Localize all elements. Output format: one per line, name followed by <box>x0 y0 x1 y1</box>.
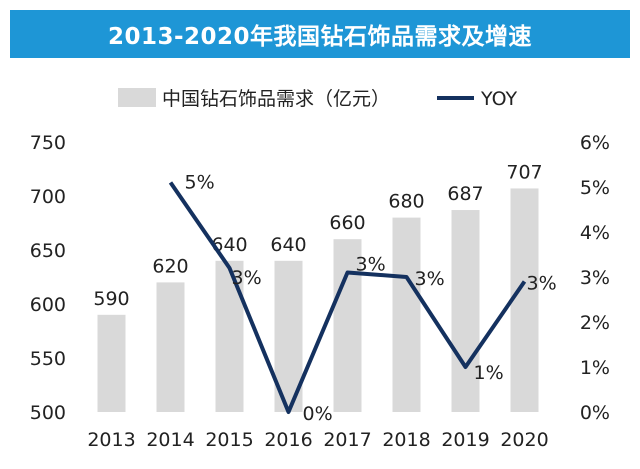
line-data-label: 1% <box>474 362 504 384</box>
bar <box>333 239 362 412</box>
x-axis-tick-label: 2017 <box>323 429 371 451</box>
title-bar: 2013-2020年我国钻石饰品需求及增速 <box>10 10 630 58</box>
left-axis-tick-label: 550 <box>30 348 66 370</box>
x-axis-tick-label: 2016 <box>264 429 312 451</box>
bar-data-label: 620 <box>152 255 188 277</box>
x-axis-tick-label: 2019 <box>441 429 489 451</box>
left-axis-tick-label: 700 <box>30 186 66 208</box>
legend-bar-swatch <box>118 88 156 107</box>
yoy-line <box>168 181 527 414</box>
left-axis-tick-label: 650 <box>30 240 66 262</box>
left-axis-tick-label: 750 <box>30 132 66 154</box>
x-axis-tick-label: 2015 <box>205 429 253 451</box>
chart-title: 2013-2020年我国钻石饰品需求及增速 <box>107 24 533 50</box>
right-axis-tick-label: 6% <box>580 132 610 154</box>
right-axis-tick-label: 1% <box>580 357 610 379</box>
legend-line-label: YOY <box>480 88 517 110</box>
right-axis-tick-label: 3% <box>580 267 610 289</box>
legend-bar-label: 中国钻石饰品需求（亿元） <box>162 88 390 110</box>
bar <box>510 188 539 412</box>
bar-data-label: 590 <box>93 288 129 310</box>
right-axis-tick-label: 0% <box>580 402 610 424</box>
bar-data-label: 640 <box>211 234 247 256</box>
x-axis-tick-label: 2020 <box>500 429 548 451</box>
line-data-label: 0% <box>303 403 333 425</box>
bar <box>451 210 480 412</box>
line-data-label: 3% <box>527 273 557 295</box>
right-axis-tick-label: 2% <box>580 312 610 334</box>
left-axis-tick-label: 600 <box>30 294 66 316</box>
x-axis-tick-label: 2013 <box>87 429 135 451</box>
line-data-label: 3% <box>356 254 386 276</box>
bar <box>97 314 126 412</box>
bar-data-label: 640 <box>270 234 306 256</box>
x-axis-tick-label: 2014 <box>146 429 194 451</box>
bar-data-label: 707 <box>506 161 542 183</box>
bar <box>156 282 185 412</box>
right-axis-tick-label: 4% <box>580 222 610 244</box>
bar-data-label: 680 <box>388 191 424 213</box>
bar <box>392 217 421 412</box>
right-axis-tick-label: 5% <box>580 177 610 199</box>
line-data-label: 5% <box>185 172 215 194</box>
x-axis-tick-label: 2018 <box>382 429 430 451</box>
bar-data-label: 660 <box>329 212 365 234</box>
bar-data-label: 687 <box>447 183 483 205</box>
line-data-label: 3% <box>415 268 445 290</box>
left-axis-tick-label: 500 <box>30 402 66 424</box>
plot-area: 500 550 600 650 700 750 0% 1% 2% 3% 4% 5% 6% 2013 2014… <box>30 132 610 451</box>
line-data-label: 3% <box>232 267 262 289</box>
legend: 中国钻石饰品需求（亿元） YOY <box>118 88 517 110</box>
